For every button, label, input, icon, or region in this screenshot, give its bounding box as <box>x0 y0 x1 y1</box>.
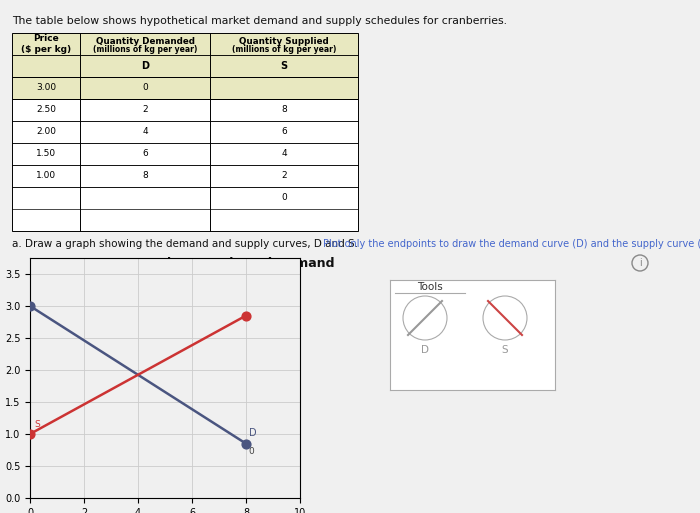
Text: a. Draw a graph showing the demand and supply curves, D and S.: a. Draw a graph showing the demand and s… <box>12 239 361 249</box>
Text: for Cranberries: for Cranberries <box>157 270 252 280</box>
Text: Market Supply and Demand: Market Supply and Demand <box>140 257 335 270</box>
Bar <box>12 33 358 77</box>
Text: 3.00: 3.00 <box>36 84 56 92</box>
Point <box>25 302 36 310</box>
Text: 0: 0 <box>142 84 148 92</box>
Bar <box>12 77 358 99</box>
Text: 4: 4 <box>142 128 148 136</box>
Text: 1.50: 1.50 <box>36 149 56 159</box>
Text: (millions of kg per year): (millions of kg per year) <box>93 45 197 54</box>
Text: S: S <box>281 61 288 71</box>
Text: D: D <box>248 428 256 439</box>
Text: 6: 6 <box>142 149 148 159</box>
Text: Price
($ per kg): Price ($ per kg) <box>21 34 71 54</box>
Text: 2.50: 2.50 <box>36 106 56 114</box>
Text: 0: 0 <box>248 447 255 456</box>
Point <box>240 440 251 448</box>
Text: Quantity Demanded: Quantity Demanded <box>95 37 195 46</box>
Text: 8: 8 <box>281 106 287 114</box>
Text: (millions of kg per year): (millions of kg per year) <box>232 45 336 54</box>
Text: 8: 8 <box>142 171 148 181</box>
Text: 4: 4 <box>281 149 287 159</box>
Text: 1.00: 1.00 <box>36 171 56 181</box>
Point <box>240 311 251 320</box>
Text: S: S <box>502 345 508 355</box>
Text: 0: 0 <box>281 193 287 203</box>
Text: 2: 2 <box>142 106 148 114</box>
Text: 2: 2 <box>281 171 287 181</box>
Text: S: S <box>34 420 40 429</box>
Text: 6: 6 <box>281 128 287 136</box>
Text: Tools: Tools <box>417 282 443 292</box>
Point <box>25 430 36 438</box>
Text: i: i <box>638 258 641 268</box>
Text: 2.00: 2.00 <box>36 128 56 136</box>
Text: D: D <box>421 345 429 355</box>
Bar <box>12 99 358 231</box>
Text: Quantity Supplied: Quantity Supplied <box>239 37 329 46</box>
Text: D: D <box>141 61 149 71</box>
Text: Plot only the endpoints to draw the demand curve (D) and the supply curve (: Plot only the endpoints to draw the dema… <box>323 239 700 249</box>
Text: The table below shows hypothetical market demand and supply schedules for cranbe: The table below shows hypothetical marke… <box>12 16 507 26</box>
